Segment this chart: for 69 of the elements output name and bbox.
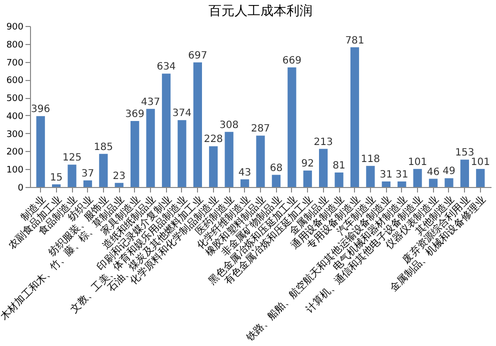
data-label: 781 [345,35,364,46]
data-label: 669 [282,55,302,66]
bar [146,108,155,187]
bar [413,168,422,187]
data-label: 125 [62,152,82,164]
data-label: 228 [204,134,223,146]
bar [319,148,328,187]
data-label: 634 [156,62,176,73]
y-tick-label: 400 [6,112,24,122]
bar [272,174,281,187]
bar [334,172,344,187]
bar [350,47,360,187]
data-label: 68 [270,162,283,174]
y-tick-label: 0 [18,184,24,194]
bar [303,170,312,187]
bar [382,181,390,187]
bar [224,132,234,187]
bar [428,178,438,187]
data-label: 697 [188,50,208,62]
bar [366,166,375,187]
chart-title: 百元人工成本利润 [208,4,312,19]
bar [240,179,250,187]
bar [114,182,124,187]
bar [52,184,61,187]
data-label: 49 [442,166,456,178]
data-label: 101 [470,156,490,168]
data-label: 23 [112,170,126,182]
bar [162,74,171,187]
bar [99,154,108,187]
bar [398,181,406,187]
y-tick-label: 800 [6,40,24,50]
data-label: 15 [50,172,63,184]
bar [68,164,76,187]
y-tick-label: 200 [6,148,24,158]
data-label: 437 [141,96,160,108]
bar [36,116,45,187]
data-label: 287 [250,124,270,135]
data-label: 31 [395,169,408,180]
bar [209,146,218,187]
data-label: 31 [380,169,393,180]
bar [256,136,265,187]
bar [460,160,470,187]
data-label: 374 [172,108,192,120]
data-label: 369 [125,108,144,120]
data-label: 153 [455,148,474,159]
data-label: 81 [332,160,346,172]
data-label: 92 [301,158,314,170]
y-tick-label: 300 [6,130,24,140]
data-label: 37 [81,168,94,180]
data-label: 213 [314,136,333,148]
y-tick-label: 500 [6,94,24,104]
data-label: 118 [360,154,380,165]
y-tick-label: 900 [6,22,24,32]
data-label: 396 [31,104,50,116]
bar [288,67,296,187]
bar [178,120,186,187]
bar [130,120,140,187]
bar [444,178,454,187]
data-label: 101 [408,156,428,168]
data-label: 46 [426,166,440,178]
data-label: 43 [238,167,252,178]
bar [476,168,485,187]
y-tick-label: 600 [6,76,24,86]
y-tick-label: 700 [6,58,24,68]
data-label: 185 [94,142,113,153]
data-label: 308 [220,120,239,131]
bar [193,62,202,187]
y-tick-label: 100 [6,166,24,176]
bar [83,180,92,187]
